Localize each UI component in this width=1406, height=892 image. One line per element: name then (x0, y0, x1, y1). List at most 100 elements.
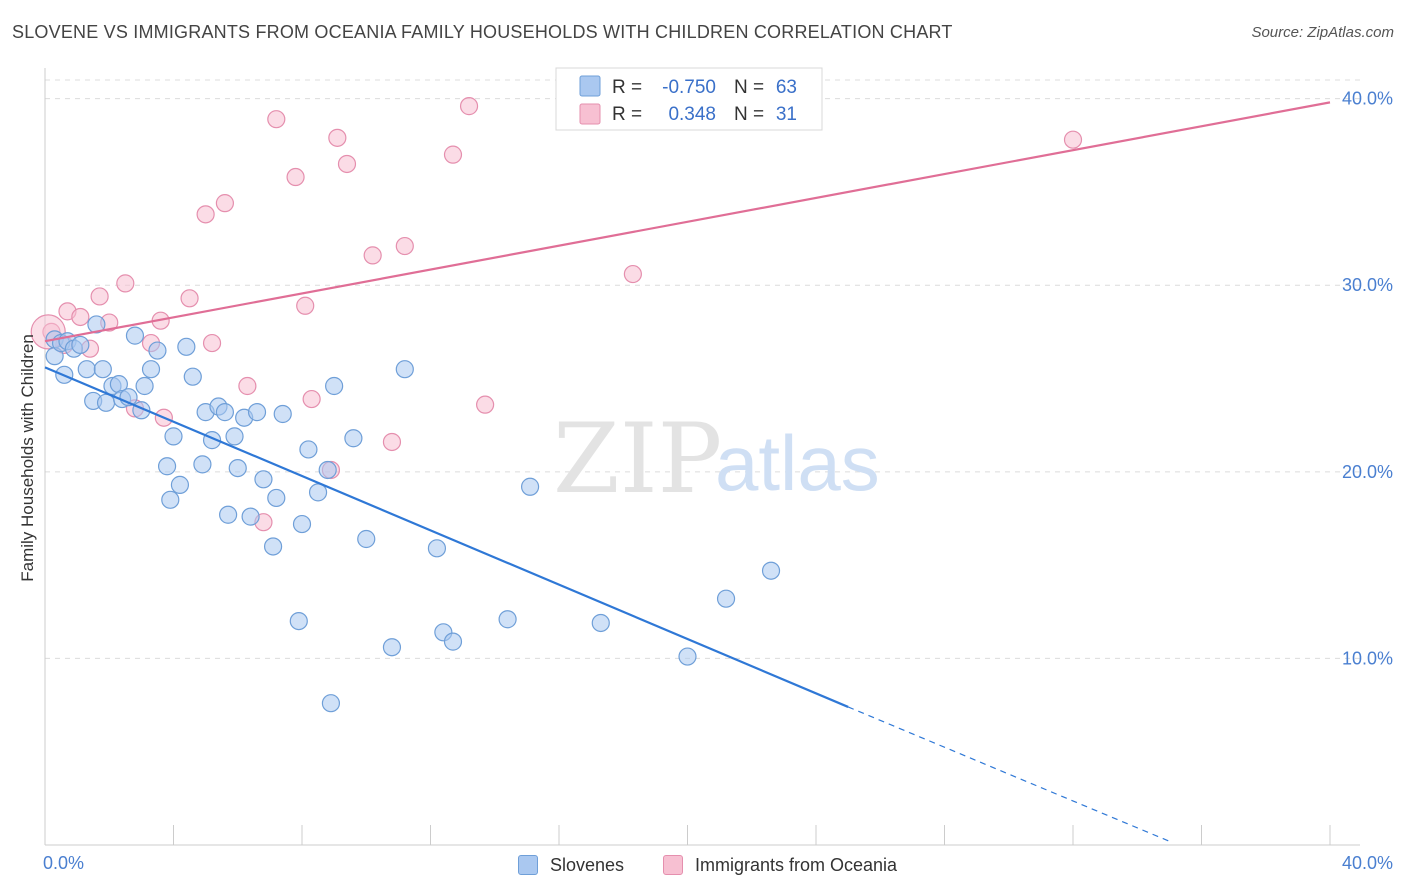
oceania-point (623, 264, 642, 284)
oceania-point (196, 205, 215, 224)
slovenes-point (141, 360, 161, 379)
watermark-zip: ZIP (553, 403, 722, 515)
slovenes-point (193, 455, 212, 474)
legend-item-slovenes[interactable]: Slovenes (518, 852, 624, 878)
slovenes-point (219, 505, 238, 524)
watermark-atlas: atlas (715, 419, 880, 507)
legend-label-oceania: Immigrants from Oceania (695, 854, 898, 875)
axes (44, 68, 1360, 846)
oceania-point (443, 145, 463, 164)
x-tick-label-min: 0.0% (43, 853, 84, 873)
slovenes-point (520, 477, 540, 496)
oceania-point (476, 395, 495, 414)
oceania-point (215, 194, 234, 213)
slovenes-point (148, 341, 167, 360)
slovenes-point (678, 647, 697, 666)
oceania-trend-line (44, 101, 1331, 343)
series-legend: Slovenes Immigrants from Oceania (0, 852, 1406, 878)
y-tick-label: 10.0% (1342, 648, 1393, 668)
slovenes-point (71, 335, 90, 355)
slovenes-point (443, 632, 463, 651)
slovenes-point (273, 404, 292, 424)
slovenes-point (215, 403, 234, 422)
slovenes-point (170, 475, 190, 494)
slovenes-point (228, 458, 247, 478)
slovenes-point (225, 427, 244, 446)
slovenes-point (318, 460, 337, 480)
slovenes-point (183, 367, 202, 386)
stats-n-value-slovenes: 63 (776, 77, 797, 98)
slovenes-point (267, 488, 286, 508)
y-tick-label: 20.0% (1342, 462, 1393, 482)
slovenes-point (761, 561, 781, 580)
slovenes-point (157, 457, 177, 476)
oceania-point (180, 289, 199, 308)
slovenes-trend-line (44, 366, 849, 708)
slovenes-point (161, 490, 180, 509)
oceania-point (286, 167, 305, 187)
oceania-point (328, 128, 347, 147)
slovenes-point (87, 315, 106, 334)
chart-title: SLOVENE VS IMMIGRANTS FROM OCEANIA FAMIL… (12, 22, 953, 42)
slovenes-point (125, 326, 145, 345)
stats-n-label-slovenes: N = (734, 77, 764, 98)
slovenes-point (254, 470, 273, 489)
stats-legend: R = -0.750 N = 63 R = 0.348 N = 31 (555, 67, 823, 131)
oceania-point (71, 307, 90, 327)
source-credit: Source: ZipAtlas.com (1251, 24, 1394, 41)
oceania-point (267, 110, 286, 129)
stats-r-value-slovenes: -0.750 (662, 77, 716, 98)
legend-label-slovenes: Slovenes (550, 854, 625, 875)
slovenes-points (45, 315, 781, 713)
stats-swatch-slovenes (579, 75, 601, 97)
slovenes-trend-extension (847, 706, 1170, 842)
trend-lines (44, 101, 1331, 842)
oceania-point (395, 236, 414, 256)
oceania-point (238, 376, 257, 396)
x-tick-label-max: 40.0% (1342, 853, 1393, 873)
slovenes-point (164, 427, 183, 446)
slovenes-point (177, 337, 196, 356)
stats-r-label-slovenes: R = (612, 77, 642, 98)
oceania-point (202, 333, 222, 353)
slovenes-point (77, 360, 96, 379)
oceania-point (116, 274, 135, 293)
slovenes-point (289, 611, 308, 631)
oceania-point (363, 246, 382, 265)
oceania-point (382, 432, 402, 452)
slovenes-point (395, 360, 414, 379)
slovenes-point (591, 613, 610, 633)
slovenes-point (292, 514, 312, 534)
stats-swatch-oceania (579, 103, 601, 125)
slovenes-point (299, 440, 318, 459)
slovenes-point (93, 360, 112, 379)
slovenes-point (427, 539, 447, 558)
slovenes-point (344, 429, 363, 448)
legend-item-oceania[interactable]: Immigrants from Oceania (663, 852, 897, 878)
oceania-point (1063, 130, 1083, 149)
slovenes-point (357, 529, 376, 549)
stats-r-label-oceania: R = (612, 104, 642, 125)
slovenes-point (382, 638, 402, 657)
slovenes-point (135, 376, 154, 396)
slovenes-point (247, 403, 267, 422)
oceania-point (90, 287, 109, 306)
oceania-point (296, 296, 315, 315)
oceania-point (302, 389, 321, 409)
y-axis-title: Family Households with Children (18, 334, 37, 582)
slovenes-point (263, 537, 283, 556)
y-tick-label: 40.0% (1342, 89, 1393, 109)
tick-labels: 10.0% 20.0% 30.0% 40.0% 0.0% 40.0% (43, 89, 1393, 873)
gridlines (45, 79, 1360, 659)
stats-n-value-oceania: 31 (776, 104, 797, 125)
slovenes-point (241, 507, 260, 526)
legend-swatch-slovenes (518, 855, 538, 875)
slovenes-point (498, 610, 517, 629)
stats-n-label-oceania: N = (734, 104, 764, 125)
oceania-point (459, 97, 479, 116)
slovenes-point (325, 376, 344, 396)
slovenes-point (716, 589, 736, 608)
oceania-point (337, 154, 357, 174)
stats-r-value-oceania: 0.348 (668, 104, 716, 125)
